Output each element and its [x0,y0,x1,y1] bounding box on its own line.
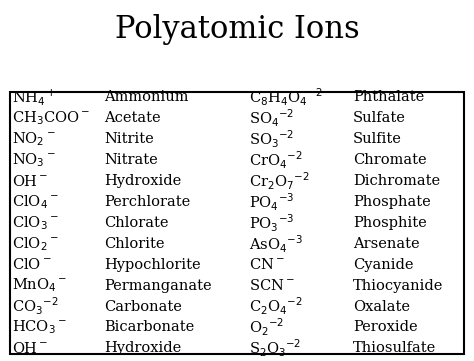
Text: Bicarbonate: Bicarbonate [104,321,194,334]
Text: NO$_3$$^-$: NO$_3$$^-$ [12,151,55,169]
Text: Thiocyanide: Thiocyanide [353,279,444,293]
Text: Dichromate: Dichromate [353,174,440,188]
Text: C$_8$H$_4$O$_4$$^{-2}$: C$_8$H$_4$O$_4$$^{-2}$ [249,87,322,108]
Text: SO$_4$$^{-2}$: SO$_4$$^{-2}$ [249,108,294,129]
Text: Polyatomic Ions: Polyatomic Ions [115,14,359,45]
Text: O$_2$$^{-2}$: O$_2$$^{-2}$ [249,317,284,338]
Text: CN$^-$: CN$^-$ [249,257,284,272]
Text: OH$^-$: OH$^-$ [12,174,48,188]
Text: Arsenate: Arsenate [353,237,420,251]
Text: ClO$_3$$^-$: ClO$_3$$^-$ [12,214,58,232]
Text: C$_2$O$_4$$^{-2}$: C$_2$O$_4$$^{-2}$ [249,296,302,317]
Text: NH$_4$$^+$: NH$_4$$^+$ [12,87,56,108]
Text: Phosphate: Phosphate [353,195,431,209]
Text: Nitrite: Nitrite [104,132,154,146]
Text: Ammonium: Ammonium [104,91,189,104]
Text: ClO$_2$$^-$: ClO$_2$$^-$ [12,235,58,253]
Text: Hydroxide: Hydroxide [104,174,182,188]
Text: ClO$^-$: ClO$^-$ [12,257,51,272]
Text: Cyanide: Cyanide [353,258,414,272]
Text: Sulfate: Sulfate [353,112,406,125]
Text: CO$_3$$^{-2}$: CO$_3$$^{-2}$ [12,296,58,317]
Text: AsO$_4$$^{-3}$: AsO$_4$$^{-3}$ [249,233,302,255]
Text: SO$_3$$^{-2}$: SO$_3$$^{-2}$ [249,129,294,150]
Text: ClO$_4$$^-$: ClO$_4$$^-$ [12,193,58,211]
Text: Oxalate: Oxalate [353,300,410,314]
Text: Phosphite: Phosphite [353,216,427,230]
Text: Hydroxide: Hydroxide [104,342,182,355]
Text: PO$_4$$^{-3}$: PO$_4$$^{-3}$ [249,191,294,213]
Text: Peroxide: Peroxide [353,321,418,334]
Text: HCO$_3$$^-$: HCO$_3$$^-$ [12,319,66,336]
Text: Sulfite: Sulfite [353,132,402,146]
Text: Nitrate: Nitrate [104,153,158,167]
Text: S$_2$O$_3$$^{-2}$: S$_2$O$_3$$^{-2}$ [249,338,301,359]
Text: Chlorate: Chlorate [104,216,169,230]
Text: OH$^-$: OH$^-$ [12,341,48,356]
Text: Perchlorate: Perchlorate [104,195,191,209]
Bar [10,92,464,354]
Text: Phthalate: Phthalate [353,91,424,104]
Text: MnO$_4$$^-$: MnO$_4$$^-$ [12,277,67,295]
Text: Carbonate: Carbonate [104,300,182,314]
Text: SCN$^-$: SCN$^-$ [249,278,294,293]
Text: Acetate: Acetate [104,112,161,125]
Text: Cr$_2$O$_7$$^{-2}$: Cr$_2$O$_7$$^{-2}$ [249,170,310,192]
Text: CH$_3$COO$^-$: CH$_3$COO$^-$ [12,109,90,127]
Text: NO$_2$$^-$: NO$_2$$^-$ [12,130,55,148]
Text: PO$_3$$^{-3}$: PO$_3$$^{-3}$ [249,212,294,234]
Text: CrO$_4$$^{-2}$: CrO$_4$$^{-2}$ [249,149,302,171]
Text: Chlorite: Chlorite [104,237,165,251]
Text: Chromate: Chromate [353,153,427,167]
Text: Thiosulfate: Thiosulfate [353,342,437,355]
Text: Permanganate: Permanganate [104,279,212,293]
Text: Hypochlorite: Hypochlorite [104,258,201,272]
